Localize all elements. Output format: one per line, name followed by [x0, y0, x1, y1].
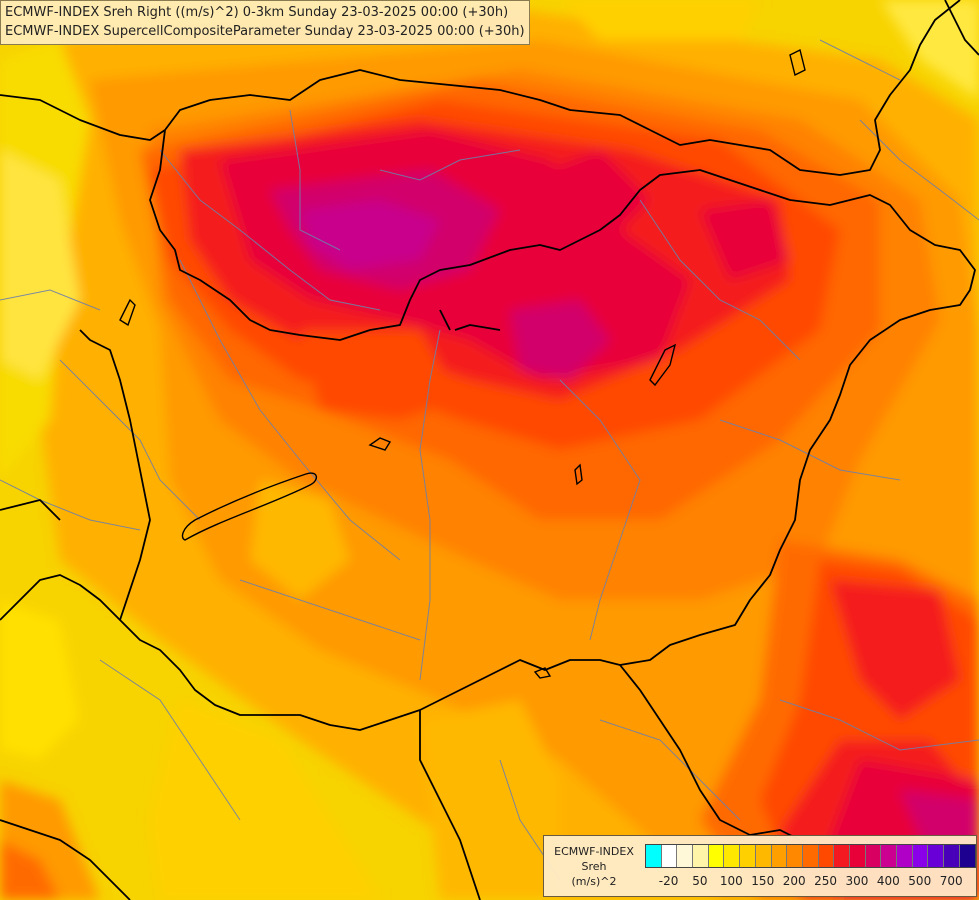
legend-parameter: Sreh — [581, 860, 607, 873]
legend-swatch — [693, 845, 709, 867]
map-title-panel: ECMWF-INDEX Sreh Right ((m/s)^2) 0-3km S… — [0, 0, 530, 45]
legend-tick-label: -20 — [658, 874, 679, 888]
legend-caption: ECMWF-INDEX Sreh (m/s)^2 — [548, 844, 640, 889]
legend-swatch — [959, 845, 976, 867]
legend-tick-label: 400 — [876, 874, 900, 888]
legend-swatch — [771, 845, 788, 867]
title-line-scp: ECMWF-INDEX SupercellCompositeParameter … — [5, 24, 525, 39]
legend-swatch — [834, 845, 850, 867]
legend-swatch — [849, 845, 866, 867]
legend-swatch — [787, 845, 803, 867]
legend-swatch — [755, 845, 772, 867]
legend-swatch — [928, 845, 945, 867]
legend-swatch — [740, 845, 756, 867]
legend-tick-label: 250 — [814, 874, 837, 888]
legend-tick-label: 500 — [908, 874, 932, 888]
legend-swatch — [802, 845, 819, 867]
legend-tick-label: 100 — [719, 874, 743, 888]
legend-model: ECMWF-INDEX — [554, 845, 634, 858]
legend-swatch — [865, 845, 882, 867]
legend-swatch — [944, 845, 960, 867]
title-line-sreh: ECMWF-INDEX Sreh Right ((m/s)^2) 0-3km S… — [5, 5, 509, 20]
legend-tick-label: 200 — [782, 874, 806, 888]
color-legend: ECMWF-INDEX Sreh (m/s)^2 -20 50 100 150 200 2… — [543, 835, 977, 897]
legend-color-scale — [645, 844, 977, 868]
legend-tick-label: 150 — [751, 874, 775, 888]
legend-swatch — [677, 845, 694, 867]
legend-unit: (m/s)^2 — [571, 875, 617, 888]
legend-swatch — [661, 845, 678, 867]
legend-swatch — [818, 845, 835, 867]
legend-swatch — [708, 845, 725, 867]
legend-swatch — [912, 845, 929, 867]
legend-tick-label: 300 — [845, 874, 869, 888]
lakes — [119, 48, 806, 679]
legend-swatch — [724, 845, 741, 867]
legend-tick-label: 50 — [692, 874, 708, 888]
legend-swatch — [897, 845, 913, 867]
admin-borders — [0, 39, 979, 881]
legend-tick-label: 700 — [939, 874, 963, 888]
legend-swatch — [646, 845, 662, 867]
legend-tick-labels: -20 50 100 150 200 250 300 400 500 700 — [645, 874, 975, 890]
legend-swatch — [881, 845, 897, 867]
